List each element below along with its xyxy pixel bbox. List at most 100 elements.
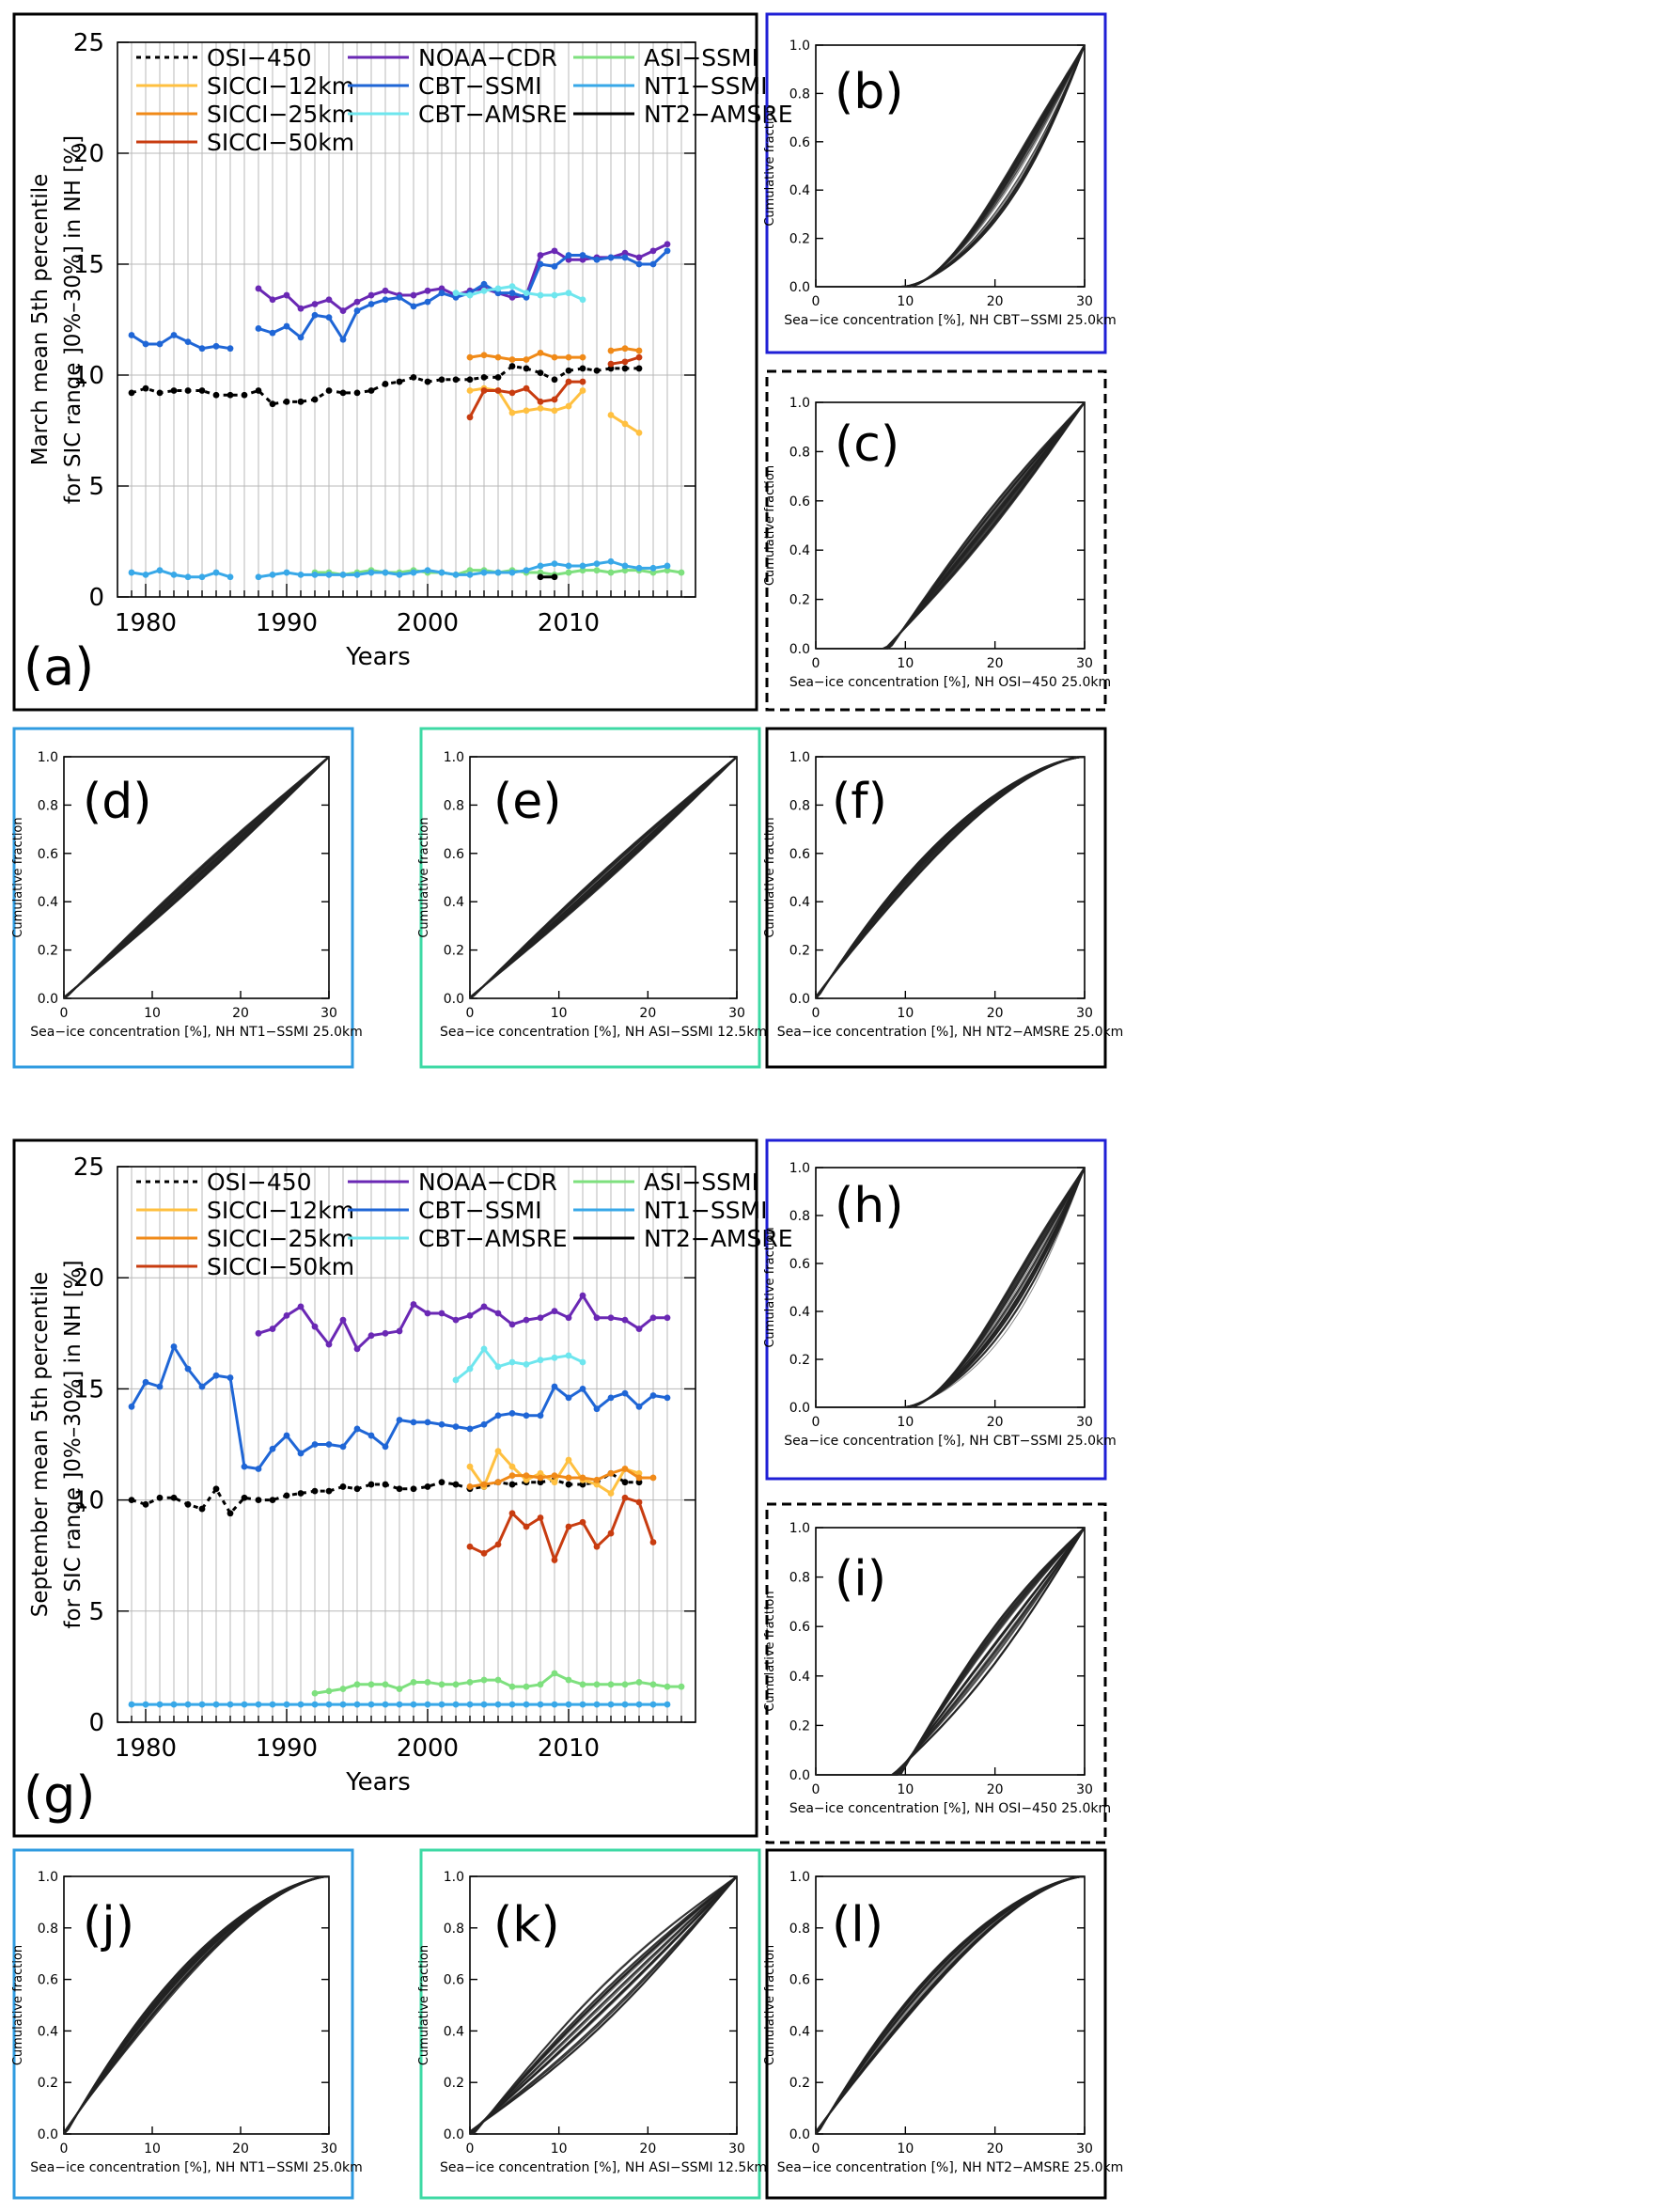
data-point — [579, 562, 586, 570]
data-point — [480, 373, 488, 381]
data-point — [635, 254, 643, 261]
data-point — [678, 1683, 685, 1690]
data-point — [382, 1329, 389, 1337]
data-point — [579, 1386, 586, 1392]
data-point — [508, 294, 516, 301]
x-tick-label: 30 — [1076, 656, 1093, 671]
data-point — [494, 1701, 502, 1708]
data-point — [523, 1412, 530, 1420]
y-tick-label: 0.8 — [789, 798, 810, 813]
x-tick-label: 10 — [897, 656, 914, 671]
cdf-curve — [815, 1875, 1086, 2133]
data-point — [424, 378, 431, 385]
data-point — [311, 1689, 319, 1697]
data-point — [269, 1701, 276, 1708]
cdf-panel-b: 0.0 0.2 0.4 0.6 0.8 1.0 0 10 20 30 Sea−ice concent… — [763, 39, 1117, 328]
y-tick-label: 0.0 — [789, 642, 810, 657]
data-point — [565, 1481, 572, 1488]
y-tick-label: 0.6 — [789, 847, 810, 862]
data-point — [198, 1701, 206, 1708]
data-point — [452, 1376, 460, 1384]
y-axis-label: Cumulative fraction — [763, 1227, 777, 1347]
series-line — [258, 243, 668, 313]
data-point — [579, 1474, 586, 1482]
data-point — [438, 376, 445, 384]
y-tick-label: 0.0 — [38, 2127, 58, 2142]
panel-frame-k — [419, 1848, 761, 2200]
cdf-curve — [469, 1875, 738, 2133]
panel-frame-c — [765, 369, 1107, 712]
data-point — [184, 387, 192, 394]
data-point — [551, 247, 558, 255]
cdf-curve — [63, 1875, 330, 2135]
data-point — [494, 1448, 502, 1454]
data-point — [480, 569, 488, 576]
y-axis-label: Cumulative fraction — [763, 1591, 777, 1711]
data-point — [311, 1487, 319, 1495]
data-point — [410, 1419, 417, 1426]
data-point — [198, 573, 206, 581]
x-tick-label: 10 — [897, 1782, 914, 1797]
data-point — [579, 567, 586, 574]
data-point — [508, 409, 516, 416]
data-point — [537, 562, 544, 570]
cdf-panel-l: 0.0 0.2 0.4 0.6 0.8 1.0 0 10 20 30 Sea−ice concent… — [763, 1870, 1123, 2175]
cdf-panel-k: 0.0 0.2 0.4 0.6 0.8 1.0 0 10 20 30 Sea−ice concent… — [417, 1870, 767, 2175]
data-point — [170, 1701, 178, 1708]
cdf-curve — [815, 756, 1086, 997]
data-point — [565, 252, 572, 259]
data-point — [621, 365, 629, 372]
data-point — [353, 307, 361, 314]
data-point — [170, 332, 178, 338]
data-point — [452, 290, 460, 297]
data-point — [339, 389, 347, 397]
data-point — [537, 252, 544, 259]
data-point — [156, 567, 164, 574]
data-point — [551, 376, 558, 384]
y-tick-label: 0.8 — [789, 1922, 810, 1937]
data-point — [128, 1403, 135, 1410]
y-tick-label: 0.6 — [789, 135, 810, 150]
data-point — [466, 387, 474, 394]
data-point — [635, 347, 643, 354]
data-point — [607, 557, 615, 565]
data-point — [523, 294, 530, 301]
data-point — [537, 369, 544, 377]
data-point — [649, 1392, 657, 1399]
legend-label: NT1−SSMI — [644, 1197, 768, 1224]
data-point — [269, 400, 276, 408]
data-point — [607, 1394, 615, 1402]
x-tick-label: 30 — [1076, 2141, 1093, 2157]
data-point — [367, 1332, 375, 1340]
data-point — [311, 1701, 319, 1708]
data-point — [466, 1365, 474, 1373]
data-point — [537, 405, 544, 412]
data-point — [353, 1345, 361, 1353]
data-point — [212, 1701, 220, 1708]
data-point — [311, 572, 319, 578]
data-point — [382, 569, 389, 576]
data-point — [649, 1314, 657, 1322]
data-point — [635, 365, 643, 372]
y-axis-label-line1: March mean 5th percentile — [28, 174, 53, 466]
y-tick-label: 0.6 — [789, 1257, 810, 1272]
data-point — [508, 1510, 516, 1517]
data-point — [283, 1492, 290, 1499]
cdf-panel-i: 0.0 0.2 0.4 0.6 0.8 1.0 0 10 20 30 Sea−ice concent… — [763, 1521, 1111, 1816]
panel-frame-g — [12, 1138, 758, 1838]
legend-label: SICCI−25km — [207, 1225, 354, 1252]
data-point — [621, 1681, 629, 1688]
data-point — [424, 1483, 431, 1490]
data-point — [551, 1557, 558, 1563]
data-point — [128, 1701, 135, 1708]
data-point — [212, 1485, 220, 1493]
y-tick-label: 25 — [73, 1153, 104, 1182]
data-point — [607, 347, 615, 354]
data-point — [621, 358, 629, 366]
legend-label: ASI−SSMI — [644, 1169, 758, 1196]
x-tick-label: 10 — [897, 2141, 914, 2157]
data-point — [410, 291, 417, 299]
x-tick-label: 2010 — [538, 609, 600, 637]
data-point — [593, 567, 601, 574]
x-tick-label: 20 — [987, 1006, 1004, 1021]
